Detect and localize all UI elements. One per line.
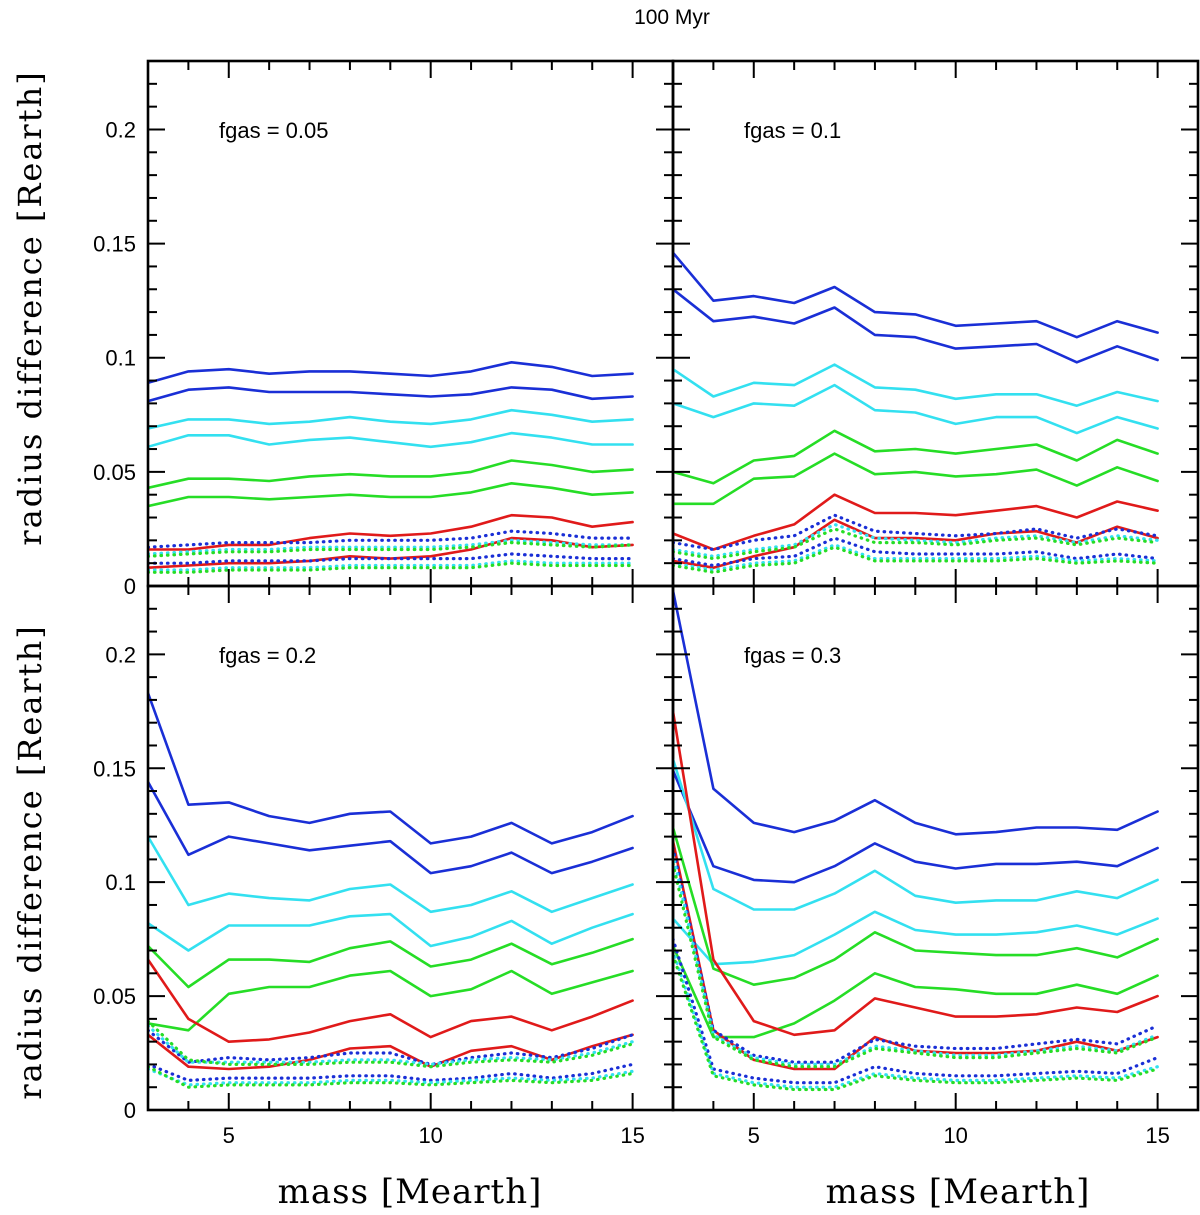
y-axis-label-bottom: radius difference [Rearth]	[11, 624, 49, 1099]
series-line-green-dotted-upper	[673, 862, 1160, 1069]
series-line-blue-dotted-lower	[673, 937, 1160, 1085]
series-line-blue-lower	[148, 780, 634, 875]
series-line-cyan-upper	[673, 363, 1159, 408]
panel-fgas-03: 5 10 15 fgas = 0.3	[671, 584, 1200, 1148]
series-line-cyan-upper	[148, 408, 634, 430]
panel-fgas-01: fgas = 0.1	[671, 59, 1200, 588]
y-tick-label: 0.15	[93, 232, 136, 257]
series-line-cyan-lower	[673, 383, 1159, 435]
series-line-blue-dotted-upper	[673, 846, 1160, 1064]
y-tick-label: 0	[124, 1098, 136, 1123]
x-tick-label: 5	[223, 1123, 235, 1148]
series-line-cyan-lower	[673, 910, 1159, 966]
y-tick-label: 0.1	[105, 870, 136, 895]
series-line-cyan-upper	[673, 757, 1159, 911]
series-line-red-upper	[673, 493, 1159, 551]
y-tick-label: 0.05	[93, 984, 136, 1009]
axes-frame	[671, 584, 1200, 1112]
y-tick-label: 0.2	[105, 642, 136, 667]
x-tick-label: 5	[748, 1123, 760, 1148]
series-line-blue-dotted-upper	[148, 529, 635, 549]
series-line-blue-dotted-lower	[148, 1062, 635, 1083]
y-tick-label: 0.1	[105, 346, 136, 371]
series-group	[673, 589, 1160, 1092]
x-axis-label-left: mass [Mearth]	[278, 1172, 543, 1212]
y-tick-label: 0	[124, 574, 136, 599]
series-line-blue-upper	[148, 691, 634, 845]
y-tick-label: 0.2	[105, 117, 136, 142]
x-tick-label: 15	[620, 1123, 644, 1148]
series-line-green-dotted-upper	[148, 1019, 635, 1069]
panel-title: fgas = 0.05	[219, 118, 328, 143]
panel-title: fgas = 0.1	[744, 118, 841, 143]
series-line-red-upper	[148, 958, 634, 1043]
series-line-blue-dotted-upper	[673, 513, 1160, 552]
series-line-cyan-dotted-lower	[673, 948, 1160, 1089]
series-line-cyan-upper	[148, 835, 634, 914]
series-line-green-dotted-lower	[673, 953, 1160, 1092]
series-line-blue-lower	[673, 287, 1159, 364]
panel-fgas-02: 0 0.05 0.1 0.15 0.2 5 10 15 fgas = 0.2	[93, 584, 675, 1148]
series-line-red-lower	[673, 518, 1159, 570]
x-tick-label: 15	[1145, 1123, 1169, 1148]
series-line-green-lower	[673, 452, 1159, 506]
series-line-cyan-dotted-lower	[148, 1067, 635, 1087]
series-line-blue-dotted-lower	[148, 552, 635, 565]
series-group	[673, 251, 1160, 574]
series-line-green-lower	[148, 969, 634, 1032]
series-group	[148, 691, 635, 1089]
x-tick-label: 10	[418, 1123, 442, 1148]
y-tick-label: 0.15	[93, 756, 136, 781]
series-line-blue-lower	[673, 769, 1159, 884]
panel-title: fgas = 0.3	[744, 643, 841, 668]
series-line-red-upper	[673, 709, 1159, 1037]
series-line-green-dotted-lower	[673, 545, 1160, 574]
series-line-blue-upper	[673, 251, 1159, 339]
series-line-green-upper	[673, 429, 1159, 485]
series-line-cyan-lower	[148, 431, 634, 449]
series-line-cyan-dotted-upper	[148, 538, 635, 556]
y-axis-label-top: radius difference [Rearth]	[11, 70, 49, 545]
series-line-cyan-dotted-upper	[673, 853, 1160, 1067]
series-line-blue-upper	[673, 589, 1159, 836]
series-line-red-upper	[148, 513, 634, 551]
series-line-green-lower	[673, 944, 1159, 1039]
series-line-green-dotted-lower	[148, 561, 635, 574]
series-line-blue-dotted-upper	[148, 1028, 635, 1067]
series-line-cyan-dotted-lower	[673, 543, 1160, 572]
series-line-red-lower	[148, 1033, 634, 1071]
series-line-green-upper	[148, 459, 634, 490]
series-line-green-upper	[148, 937, 634, 989]
series-line-green-dotted-lower	[148, 1065, 635, 1089]
series-line-green-upper	[673, 826, 1159, 987]
panel-title: fgas = 0.2	[219, 643, 316, 668]
figure-title: 100 Myr	[634, 6, 710, 29]
series-line-green-dotted-upper	[148, 540, 635, 558]
series-line-cyan-dotted-lower	[148, 559, 635, 572]
series-line-green-lower	[148, 481, 634, 508]
x-tick-label: 10	[943, 1123, 967, 1148]
y-tick-label: 0.05	[93, 460, 136, 485]
chart-panels: 00.050.10.150.2 fgas = 0.05 fgas = 0.100.0…	[93, 59, 1200, 1148]
series-group	[148, 360, 635, 574]
series-line-blue-lower	[148, 386, 634, 403]
series-line-cyan-lower	[148, 912, 634, 952]
x-axis-label-right: mass [Mearth]	[826, 1172, 1091, 1212]
series-line-blue-upper	[148, 360, 634, 385]
